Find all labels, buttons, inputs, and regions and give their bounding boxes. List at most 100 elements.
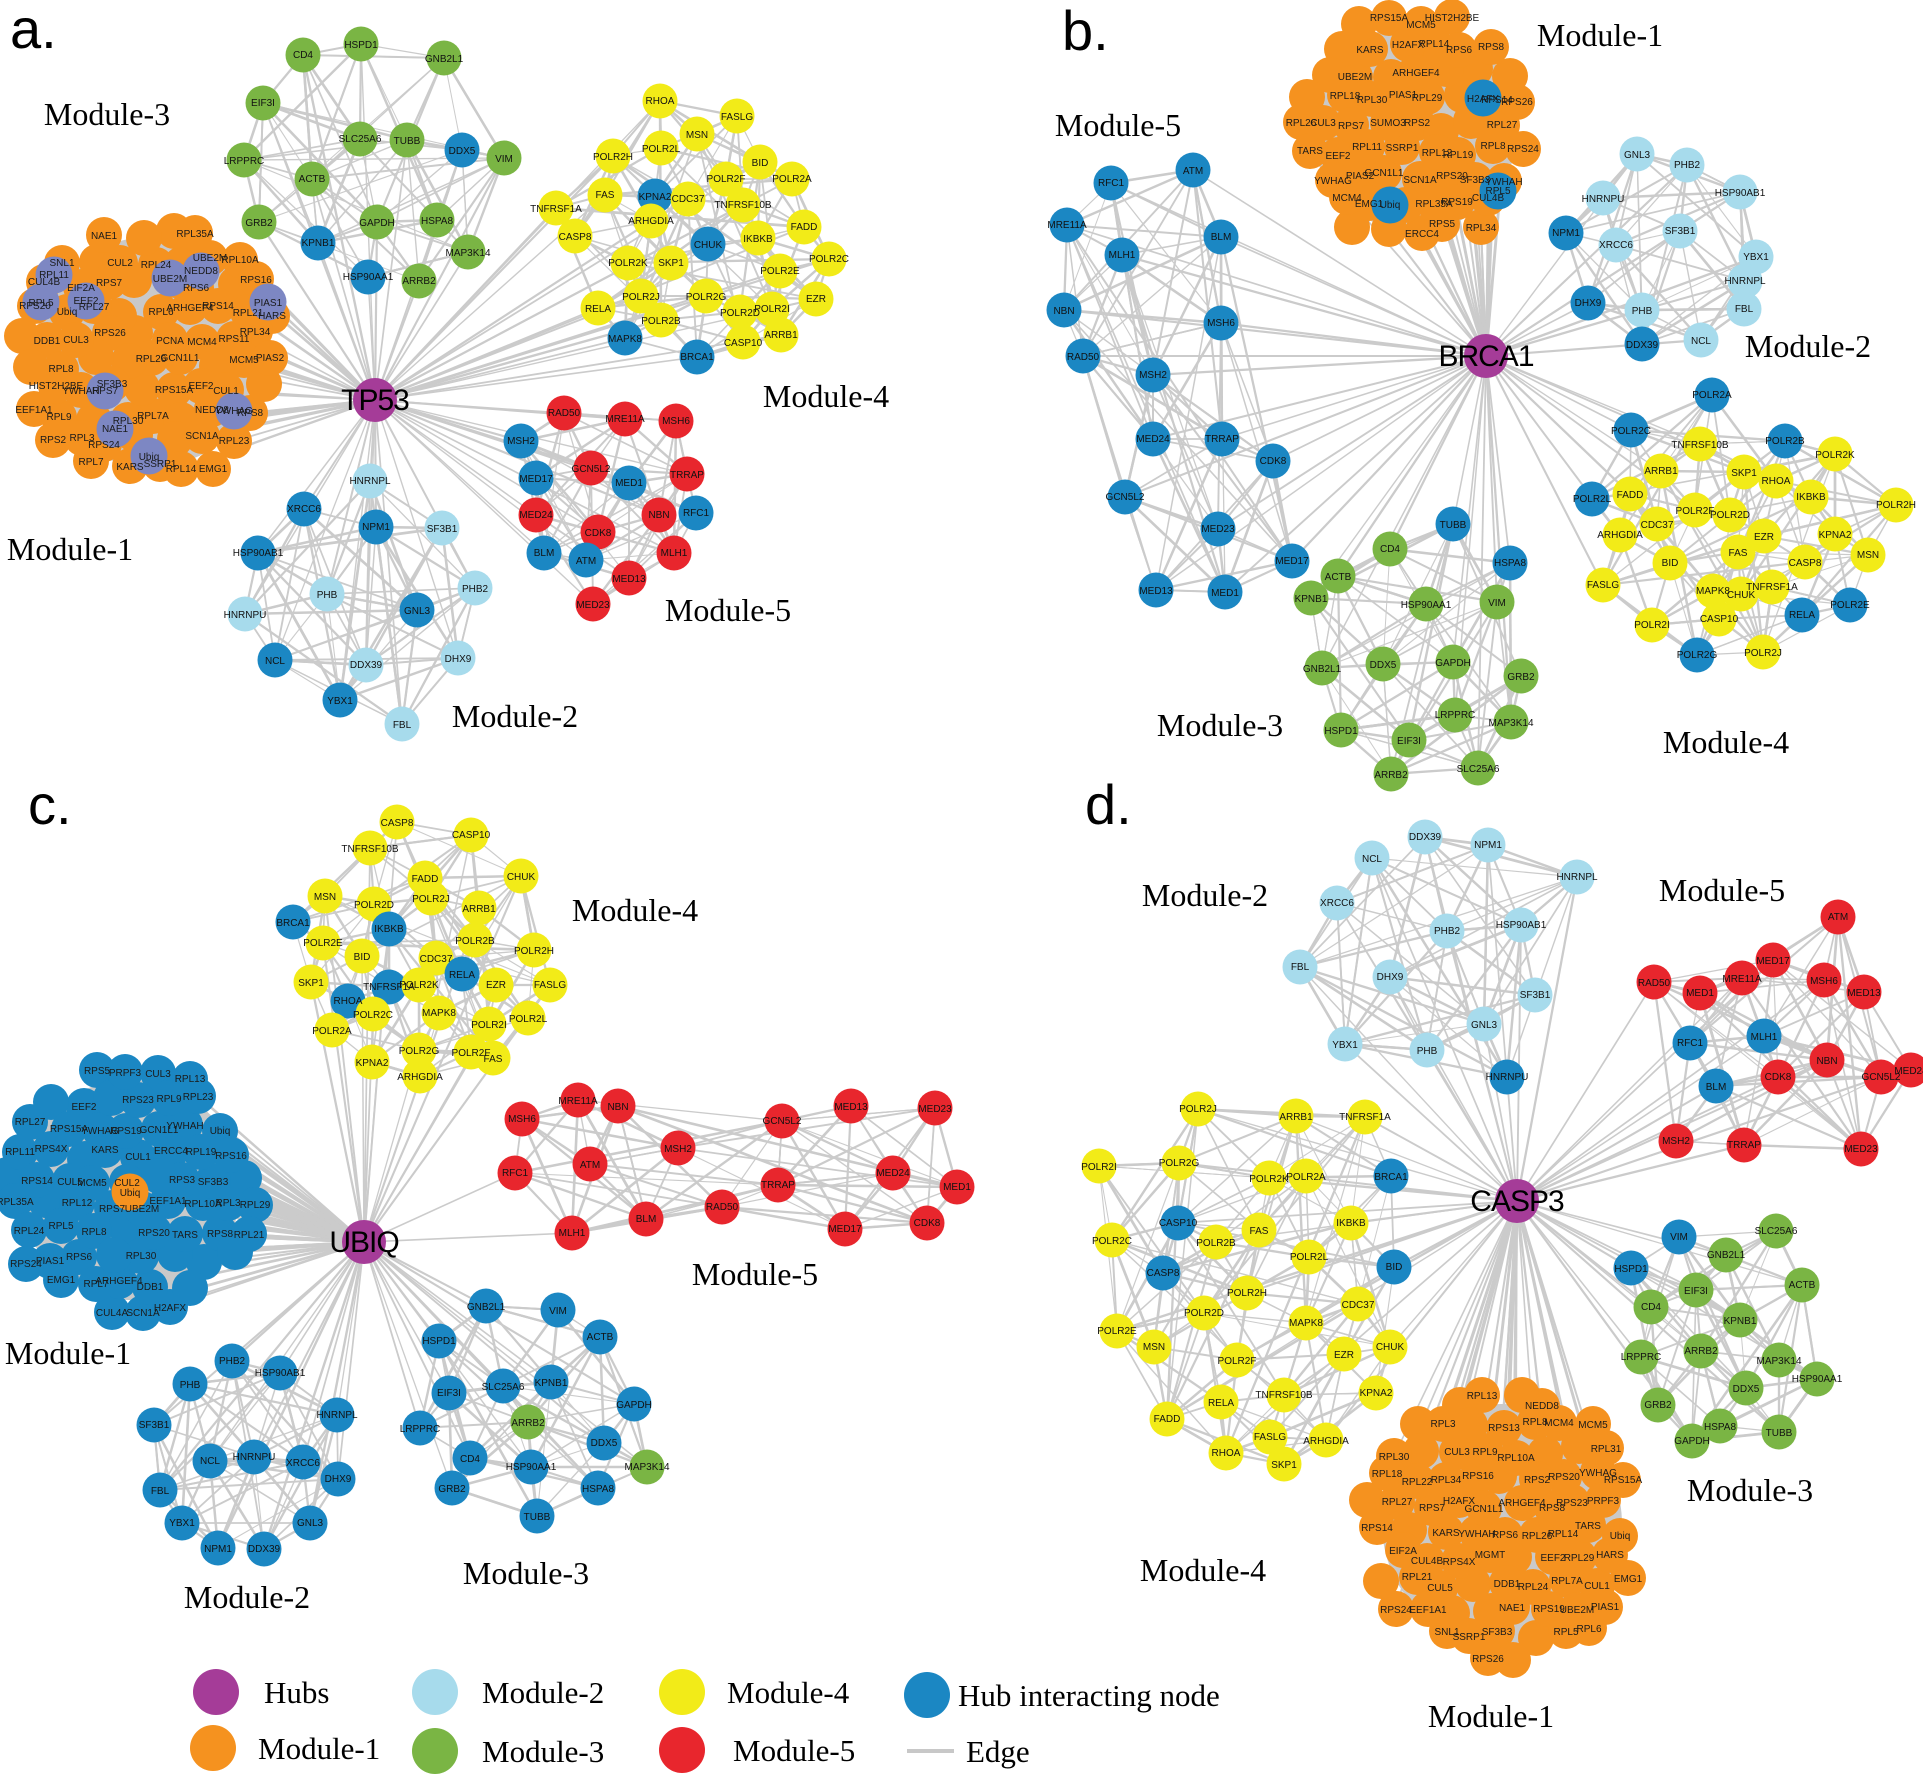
svg-text:SF3B1: SF3B1 (427, 524, 458, 535)
svg-text:YWHAG: YWHAG (81, 1126, 119, 1137)
svg-text:BID: BID (1386, 1262, 1403, 1273)
svg-text:RPL14: RPL14 (166, 464, 197, 475)
svg-text:RAD50: RAD50 (1067, 352, 1100, 363)
svg-text:Ubiq: Ubiq (1380, 200, 1401, 211)
svg-text:RELA: RELA (1208, 1398, 1234, 1409)
svg-text:ATM: ATM (576, 556, 596, 567)
svg-text:FADD: FADD (1617, 490, 1644, 501)
svg-text:EIF3I: EIF3I (437, 1388, 461, 1399)
svg-text:RPS14: RPS14 (21, 1176, 53, 1187)
svg-text:CUL3: CUL3 (145, 1069, 171, 1080)
svg-text:DDX39: DDX39 (1409, 832, 1442, 843)
svg-text:MED17: MED17 (1756, 956, 1790, 967)
svg-text:RPL3: RPL3 (1430, 1419, 1455, 1430)
svg-text:MED13: MED13 (1847, 988, 1881, 999)
svg-text:EIF2A: EIF2A (67, 283, 95, 294)
svg-text:ACTB: ACTB (587, 1332, 614, 1343)
svg-text:HNRNPL: HNRNPL (316, 1410, 358, 1421)
svg-text:MAP3K14: MAP3K14 (1756, 1356, 1801, 1367)
svg-text:TNFRSF1A: TNFRSF1A (530, 204, 582, 215)
svg-text:POLR2A: POLR2A (1692, 390, 1732, 401)
svg-text:TARS: TARS (1575, 1521, 1601, 1532)
svg-text:MSN: MSN (314, 892, 336, 903)
svg-text:VIM: VIM (495, 154, 513, 165)
svg-text:Module-2: Module-2 (482, 1675, 604, 1710)
svg-text:MSH2: MSH2 (664, 1144, 692, 1155)
svg-text:RPL10A: RPL10A (1497, 1453, 1535, 1464)
svg-text:RPS4X: RPS4X (35, 1144, 68, 1155)
svg-text:PIAS2: PIAS2 (1346, 171, 1375, 182)
svg-text:GRB2: GRB2 (245, 218, 273, 229)
svg-text:RPL12: RPL12 (62, 1198, 93, 1209)
svg-text:HNRNPL: HNRNPL (1556, 872, 1598, 883)
svg-text:NAE1: NAE1 (1499, 1603, 1526, 1614)
svg-text:SSRP1: SSRP1 (1386, 143, 1419, 154)
svg-text:Module-3: Module-3 (1157, 707, 1283, 743)
svg-text:SSRP1: SSRP1 (144, 459, 177, 470)
svg-text:RPL7A: RPL7A (137, 411, 169, 422)
svg-text:HIST2H2BE: HIST2H2BE (1425, 13, 1480, 24)
svg-text:MSN: MSN (1143, 1342, 1165, 1353)
svg-text:IKBKB: IKBKB (374, 924, 404, 935)
svg-text:Module-1: Module-1 (258, 1731, 380, 1766)
svg-text:Module-4: Module-4 (1140, 1552, 1266, 1588)
svg-text:CASP8: CASP8 (559, 232, 592, 243)
svg-text:DHX9: DHX9 (1377, 972, 1404, 983)
svg-text:UBE2M: UBE2M (1338, 72, 1372, 83)
svg-text:GNB2L1: GNB2L1 (1303, 664, 1342, 675)
svg-text:RPS7: RPS7 (92, 386, 119, 397)
svg-text:SLC25A6: SLC25A6 (339, 134, 382, 145)
svg-text:GRB2: GRB2 (1507, 672, 1535, 683)
svg-text:POLR2F: POLR2F (1218, 1356, 1257, 1367)
svg-text:BID: BID (354, 952, 371, 963)
svg-text:SNL1: SNL1 (1434, 1627, 1459, 1638)
svg-text:RPS6: RPS6 (1446, 45, 1473, 56)
svg-text:RPL11: RPL11 (1352, 142, 1382, 153)
svg-text:POLR2J: POLR2J (412, 894, 450, 905)
svg-text:POLR2K: POLR2K (399, 980, 439, 991)
svg-text:GNL3: GNL3 (1624, 150, 1651, 161)
svg-text:CUL4B: CUL4B (1411, 1556, 1444, 1567)
svg-text:SKP1: SKP1 (658, 258, 684, 269)
svg-text:HNRNPU: HNRNPU (233, 1452, 276, 1463)
svg-text:RHOA: RHOA (334, 996, 363, 1007)
svg-text:RPS26: RPS26 (94, 328, 126, 339)
svg-text:CUL1: CUL1 (1584, 1581, 1610, 1592)
svg-text:HSPD1: HSPD1 (344, 40, 378, 51)
svg-text:POLR2J: POLR2J (622, 292, 660, 303)
svg-text:SKP1: SKP1 (1731, 468, 1757, 479)
svg-text:MED23: MED23 (918, 1104, 952, 1115)
svg-text:RPL3: RPL3 (69, 433, 94, 444)
svg-text:IKBKB: IKBKB (1796, 492, 1826, 503)
svg-text:RHOA: RHOA (646, 96, 675, 107)
svg-text:RPL14: RPL14 (1419, 39, 1450, 50)
svg-text:FBL: FBL (151, 1486, 170, 1497)
svg-text:HNRNPU: HNRNPU (1486, 1072, 1529, 1083)
svg-text:HSPD1: HSPD1 (1324, 726, 1358, 737)
svg-text:RPS23: RPS23 (1556, 1498, 1588, 1509)
svg-text:BLM: BLM (1706, 1082, 1727, 1093)
svg-text:Module-4: Module-4 (763, 378, 889, 414)
svg-text:RPL27: RPL27 (1487, 120, 1518, 131)
svg-text:ACTB: ACTB (1325, 572, 1352, 583)
svg-text:ARRB1: ARRB1 (764, 330, 798, 341)
svg-text:MED1: MED1 (1686, 988, 1714, 999)
svg-text:CUL4B: CUL4B (28, 277, 61, 288)
svg-text:GRB2: GRB2 (1644, 1400, 1672, 1411)
svg-text:RPL9: RPL9 (156, 1094, 181, 1105)
svg-text:EIF3I: EIF3I (251, 98, 275, 109)
svg-text:RPS4X: RPS4X (1443, 1557, 1476, 1568)
svg-text:RPL5: RPL5 (1485, 186, 1510, 197)
svg-text:BID: BID (752, 158, 769, 169)
svg-text:GAPDH: GAPDH (616, 1400, 652, 1411)
svg-text:H2AFX: H2AFX (1443, 1496, 1476, 1507)
svg-text:POLR2E: POLR2E (1830, 600, 1870, 611)
svg-text:ARRB1: ARRB1 (1644, 466, 1678, 477)
svg-text:NPM1: NPM1 (1474, 840, 1502, 851)
svg-text:GCN5L2: GCN5L2 (1106, 492, 1145, 503)
svg-text:CD4: CD4 (1641, 1302, 1661, 1313)
svg-text:POLR2B: POLR2B (1196, 1238, 1236, 1249)
svg-text:DHX9: DHX9 (325, 1474, 352, 1485)
svg-text:Ubiq: Ubiq (120, 1188, 141, 1199)
svg-text:TNFRSF10B: TNFRSF10B (1255, 1390, 1313, 1401)
